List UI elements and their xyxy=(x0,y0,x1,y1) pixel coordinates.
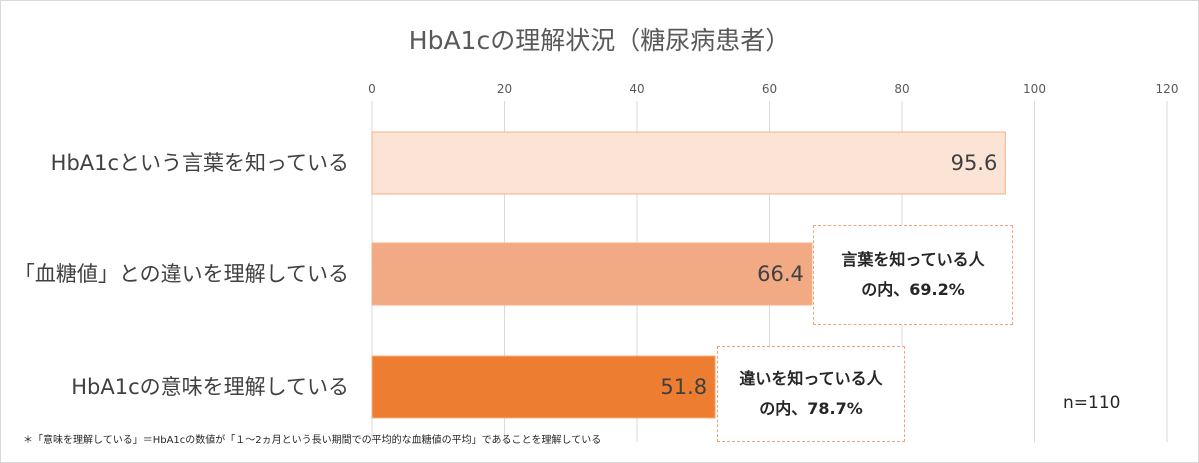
chart-title: HbA1cの理解状況（糖尿病患者） xyxy=(408,26,791,55)
x-tick-label: 100 xyxy=(1023,82,1046,96)
x-tick-label: 80 xyxy=(894,82,909,96)
bar xyxy=(371,242,813,306)
callout-difference-known-line2: の内、78.7% xyxy=(759,399,863,418)
footnote: ＊「意味を理解している」＝HbA1cの数値が「１～2ヵ月という長い期間での平均的… xyxy=(23,435,602,446)
bar xyxy=(371,131,1006,195)
bar xyxy=(371,355,716,419)
callout-word-known-line2: の内、69.2% xyxy=(861,280,965,299)
category-label: HbA1cの意味を理解している xyxy=(71,375,349,399)
x-tick-label: 40 xyxy=(629,82,644,96)
callout-word-known: 言葉を知っている人 の内、69.2% xyxy=(813,225,1013,325)
category-label: HbA1cという言葉を知っている xyxy=(51,151,349,175)
sample-size-label: n=110 xyxy=(1063,393,1121,413)
callout-word-known-line1: 言葉を知っている人 xyxy=(841,250,985,269)
bar-value-label: 95.6 xyxy=(951,151,998,175)
x-tick-label: 20 xyxy=(497,82,512,96)
category-label: 「血糖値」との違いを理解している xyxy=(14,262,349,286)
x-tick-label: 120 xyxy=(1156,82,1179,96)
callout-difference-known: 違いを知っている人 の内、78.7% xyxy=(717,346,905,442)
bar-value-label: 66.4 xyxy=(757,262,804,286)
x-tick-label: 60 xyxy=(762,82,777,96)
bar-value-label: 51.8 xyxy=(660,375,707,399)
x-tick-label: 0 xyxy=(368,82,376,96)
callout-difference-known-line1: 違いを知っている人 xyxy=(739,369,883,388)
